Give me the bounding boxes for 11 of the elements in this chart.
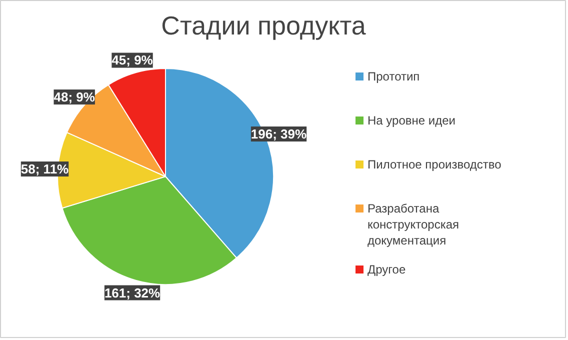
legend-label: Другое bbox=[368, 262, 406, 276]
data-label: 58; 11% bbox=[20, 162, 70, 177]
legend-label: Прототип bbox=[368, 70, 420, 84]
data-label: 48; 9% bbox=[54, 89, 96, 104]
data-label: 161; 32% bbox=[104, 285, 161, 300]
legend-label: Разработана конструкторская документация bbox=[368, 202, 459, 248]
data-label: 45; 9% bbox=[112, 52, 154, 68]
legend-label: На уровне идеи bbox=[368, 114, 456, 128]
chart-title: Стадии продукта bbox=[161, 10, 366, 40]
legend-label: Пилотное производство bbox=[368, 158, 502, 172]
data-label: 196; 39% bbox=[250, 126, 308, 142]
